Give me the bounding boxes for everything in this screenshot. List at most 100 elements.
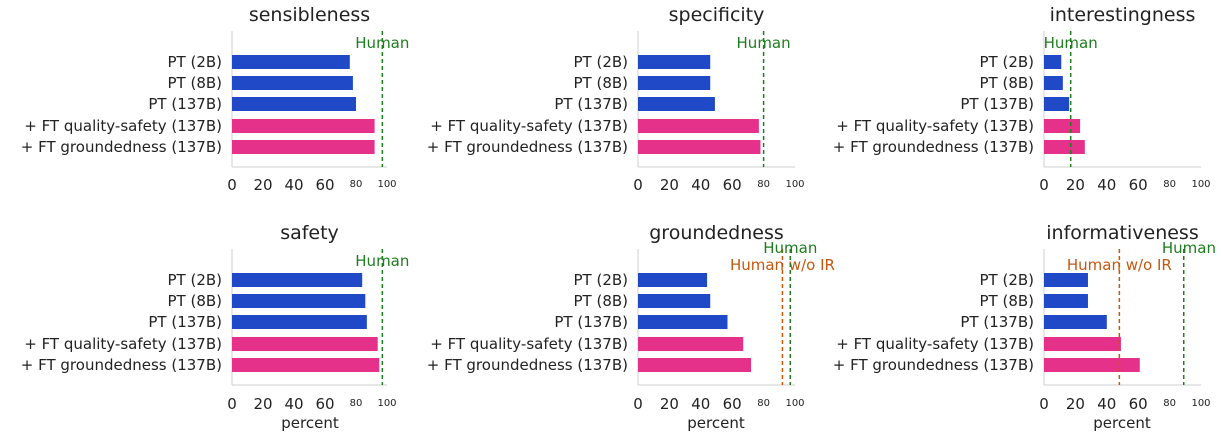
bar <box>638 294 711 308</box>
x-tick-label: 0 <box>227 395 237 413</box>
reference-label: Human <box>1162 239 1216 257</box>
panel-interestingness: interestingness PT (2B) PT (8B) PT (137B) + … <box>833 4 1211 194</box>
bar <box>1044 358 1140 372</box>
category-label: + FT groundedness (137B) <box>833 356 1034 374</box>
x-tick-label: 100 <box>1191 179 1210 190</box>
x-tick-label: 0 <box>633 395 643 413</box>
chart-title: groundedness <box>649 222 784 244</box>
category-label: + FT groundedness (137B) <box>427 356 628 374</box>
panel-sensibleness: sensibleness PT (2B) PT (8B) PT (137B) + FT … <box>21 4 410 194</box>
category-label: + FT quality-safety (137B) <box>24 117 222 135</box>
bar <box>232 119 375 133</box>
x-tick-label: 40 <box>284 395 303 413</box>
x-tick-label: 80 <box>1163 398 1176 409</box>
panel-safety: safety PT (2B) PT (8B) PT (137B) + FT qualit… <box>21 222 410 432</box>
category-label: PT (2B) <box>573 53 628 71</box>
category-label: PT (2B) <box>979 53 1034 71</box>
reference-label: Human <box>355 34 409 52</box>
bar <box>232 358 380 372</box>
x-tick-label: 40 <box>691 395 710 413</box>
category-label: + FT quality-safety (137B) <box>430 117 628 135</box>
bar <box>638 273 708 287</box>
bar <box>232 76 353 90</box>
x-tick-label: 0 <box>633 176 643 194</box>
category-label: PT (8B) <box>573 74 628 92</box>
bar <box>1044 119 1081 133</box>
bar <box>1044 315 1107 329</box>
category-label: PT (137B) <box>554 95 628 113</box>
chart-title: sensibleness <box>249 4 370 26</box>
bar <box>1044 76 1063 90</box>
category-label: PT (8B) <box>979 74 1034 92</box>
category-label: PT (8B) <box>573 292 628 310</box>
bar <box>232 273 363 287</box>
bar <box>638 76 711 90</box>
panel-informativeness: informativeness PT (2B) PT (8B) PT (137B) + … <box>833 222 1216 432</box>
reference-label: Human w/o IR <box>1067 256 1172 274</box>
category-label: + FT quality-safety (137B) <box>836 335 1034 353</box>
category-label: PT (2B) <box>167 53 222 71</box>
x-tick-label: 0 <box>1039 176 1049 194</box>
category-label: + FT quality-safety (137B) <box>24 335 222 353</box>
bar <box>232 315 367 329</box>
reference-label: Human w/o IR <box>730 256 835 274</box>
x-tick-label: 100 <box>785 179 804 190</box>
x-tick-label: 40 <box>284 176 303 194</box>
x-tick-label: 0 <box>1039 395 1049 413</box>
category-label: PT (2B) <box>979 271 1034 289</box>
x-tick-label: 80 <box>350 398 363 409</box>
x-tick-label: 40 <box>1097 395 1116 413</box>
reference-label: Human <box>355 252 409 270</box>
category-label: PT (8B) <box>167 74 222 92</box>
x-tick-label: 80 <box>757 398 770 409</box>
bar <box>232 294 366 308</box>
category-label: PT (2B) <box>167 271 222 289</box>
category-label: PT (8B) <box>167 292 222 310</box>
x-tick-label: 0 <box>227 176 237 194</box>
bar <box>638 337 744 351</box>
category-label: + FT groundedness (137B) <box>833 138 1034 156</box>
bar <box>1044 140 1085 154</box>
bar <box>1044 294 1088 308</box>
bar <box>638 358 752 372</box>
x-tick-label: 60 <box>1129 395 1148 413</box>
x-tick-label: 20 <box>1066 395 1085 413</box>
bar <box>638 119 759 133</box>
category-label: + FT quality-safety (137B) <box>430 335 628 353</box>
x-tick-label: 60 <box>723 176 742 194</box>
x-tick-label: 20 <box>1066 176 1085 194</box>
x-tick-label: 100 <box>377 398 396 409</box>
x-tick-label: 40 <box>1097 176 1116 194</box>
category-label: PT (8B) <box>979 292 1034 310</box>
bar <box>1044 97 1070 111</box>
x-tick-label: 80 <box>1163 179 1176 190</box>
x-tick-label: 60 <box>315 176 334 194</box>
category-label: PT (137B) <box>960 95 1034 113</box>
category-label: PT (137B) <box>554 313 628 331</box>
category-label: + FT groundedness (137B) <box>21 356 222 374</box>
x-tick-label: 60 <box>723 395 742 413</box>
x-axis-label: percent <box>687 414 745 432</box>
chart-title: informativeness <box>1046 222 1198 244</box>
x-tick-label: 20 <box>253 395 272 413</box>
x-axis-label: percent <box>1093 414 1151 432</box>
bar <box>232 337 378 351</box>
x-tick-label: 60 <box>1129 176 1148 194</box>
category-label: + FT quality-safety (137B) <box>836 117 1034 135</box>
chart-title: safety <box>280 222 339 244</box>
bar <box>1044 337 1121 351</box>
reference-label: Human <box>737 34 791 52</box>
bar <box>638 55 711 69</box>
x-tick-label: 100 <box>785 398 804 409</box>
x-tick-label: 20 <box>660 176 679 194</box>
panel-specificity: specificity PT (2B) PT (8B) PT (137B) + FT q… <box>427 4 805 194</box>
bar <box>1044 273 1088 287</box>
category-label: PT (137B) <box>148 313 222 331</box>
bar <box>232 140 375 154</box>
category-label: + FT groundedness (137B) <box>21 138 222 156</box>
category-label: PT (137B) <box>148 95 222 113</box>
category-label: + FT groundedness (137B) <box>427 138 628 156</box>
bar <box>638 97 715 111</box>
panel-groundedness: groundedness PT (2B) PT (8B) PT (137B) + FT … <box>427 222 835 432</box>
